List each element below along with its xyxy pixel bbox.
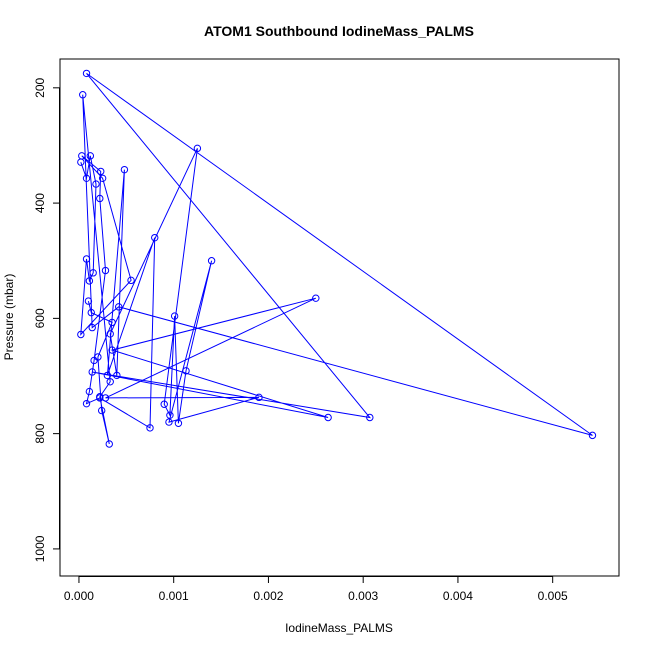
data-point [146, 424, 154, 432]
x-tick-label: 0.004 [443, 589, 473, 603]
data-point [77, 158, 85, 166]
data-point [166, 411, 174, 419]
data-point [312, 294, 320, 302]
data-point [85, 277, 94, 285]
data-point [324, 413, 332, 422]
x-axis-label: IodineMass_PALMS [285, 621, 393, 635]
data-point [82, 174, 91, 183]
data-point [120, 165, 129, 174]
data-point [87, 308, 95, 317]
data-point [85, 387, 94, 396]
data-point [84, 297, 93, 305]
data-point [108, 346, 116, 354]
data-point [165, 418, 173, 426]
chart-title: ATOM1 Southbound IodineMass_PALMS [204, 23, 474, 39]
data-point [88, 323, 96, 332]
plot-frame [59, 58, 620, 577]
data-point [113, 371, 121, 380]
x-tick-label: 0.001 [159, 589, 189, 603]
data-point [82, 255, 91, 263]
x-tick-label: 0.003 [348, 589, 378, 603]
data-point [108, 318, 116, 327]
data-point [98, 174, 107, 183]
data-point [89, 269, 97, 277]
data-point [151, 233, 159, 242]
data-point [103, 371, 112, 380]
x-tick-label: 0.002 [253, 589, 283, 603]
data-point [255, 393, 263, 402]
y-tick-label: 600 [33, 308, 47, 328]
data-point [115, 303, 123, 311]
data-point [106, 378, 114, 386]
data-point [101, 394, 110, 402]
data-point [96, 194, 104, 203]
data-point [182, 367, 190, 375]
data-point [160, 400, 168, 408]
data-point [88, 368, 96, 376]
x-tick-label: 0.000 [64, 589, 94, 603]
y-axis: 200 400 600 800 1000 [33, 77, 60, 562]
y-tick-label: 800 [33, 423, 47, 443]
data-point [92, 180, 100, 188]
data-point [97, 406, 106, 415]
data-point [207, 257, 216, 265]
plot-area [77, 69, 597, 448]
data-point [588, 431, 597, 440]
y-tick-label: 1000 [33, 535, 47, 562]
data-point [86, 152, 95, 160]
series-line [80, 72, 593, 445]
data-point [366, 413, 374, 422]
data-point [106, 330, 114, 338]
data-point [96, 393, 104, 401]
data-point [101, 266, 110, 275]
y-axis-label: Pressure (mbar) [2, 274, 16, 361]
data-point [78, 152, 86, 160]
data-point [170, 312, 179, 320]
data-point [77, 330, 85, 339]
data-point [105, 440, 113, 448]
y-tick-label: 400 [33, 193, 47, 213]
data-point [193, 144, 202, 153]
x-tick-label: 0.005 [538, 589, 568, 603]
data-point [97, 167, 105, 176]
y-tick-label: 200 [33, 77, 47, 97]
data-point [82, 69, 91, 78]
data-point [94, 353, 102, 361]
data-point [79, 91, 87, 99]
data-point [82, 399, 91, 408]
x-axis: 0.000 0.001 0.002 0.003 0.004 0.005 [64, 576, 568, 603]
series-0 [77, 69, 597, 448]
data-point [174, 419, 183, 427]
data-point [127, 276, 135, 285]
